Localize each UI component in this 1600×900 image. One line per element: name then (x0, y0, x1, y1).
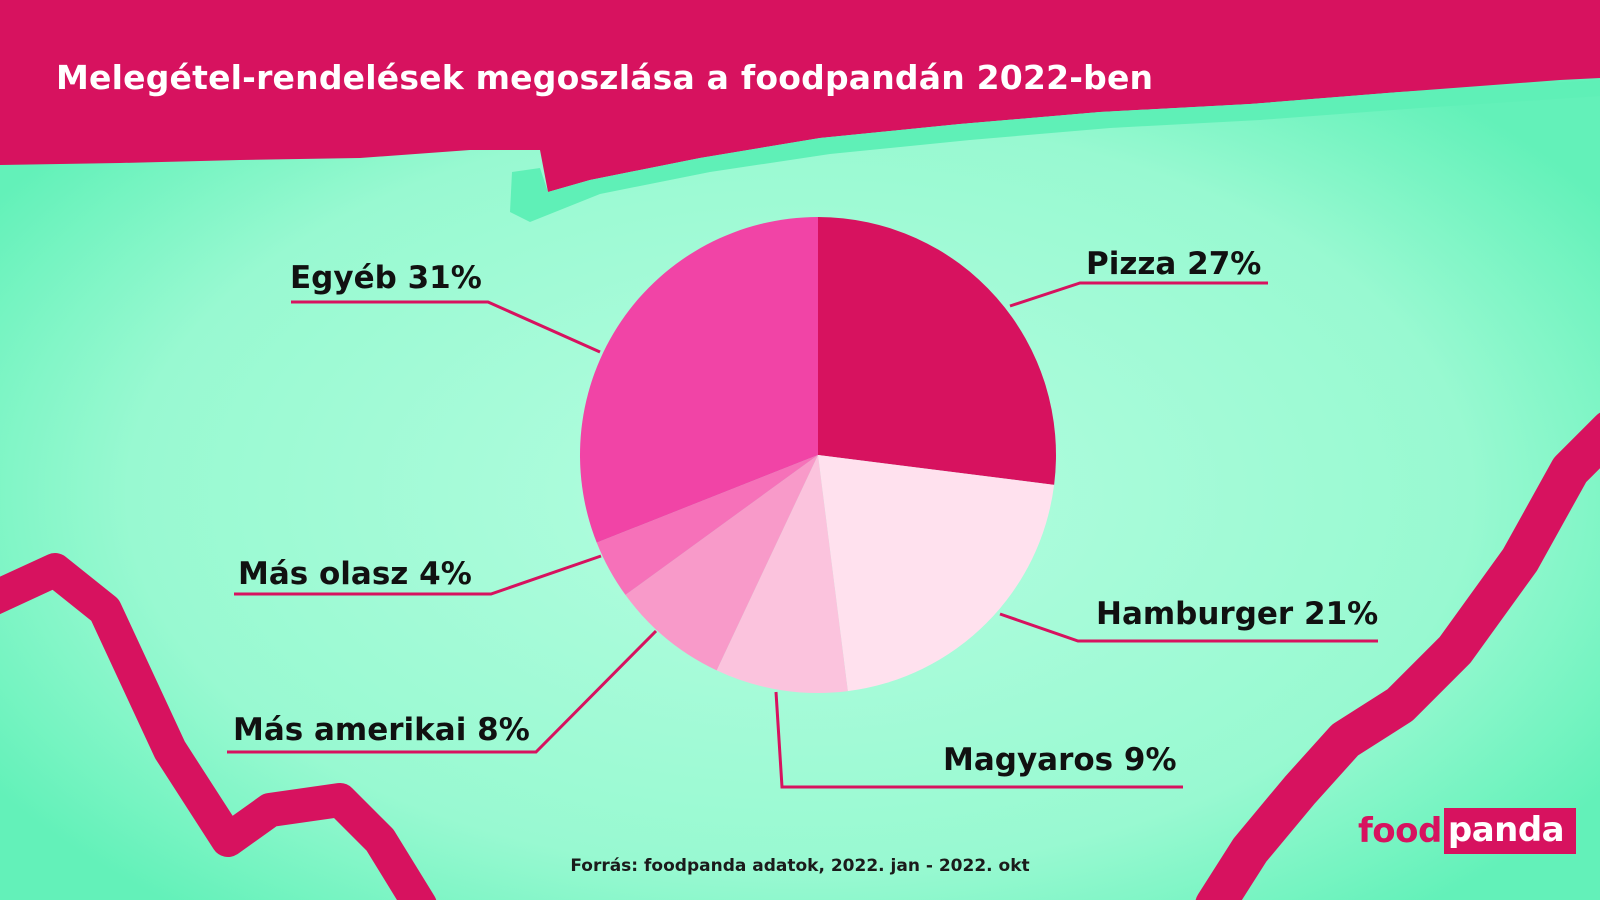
slice-labels: Pizza 27% Hamburger 21% Magyaros 9% Más ame… (233, 246, 1378, 778)
leader-line-1 (999, 612, 1378, 643)
page-title: Melegétel-rendelések megoszlása a foodpa… (56, 58, 1154, 97)
pie-slice-mas-amerikai (625, 455, 818, 671)
header-banner (0, 0, 1600, 192)
leader-line-2 (774, 691, 1183, 789)
slice-label-3: Más amerikai 8% (233, 712, 530, 748)
leader-line-0 (1009, 281, 1268, 308)
pie-slice-egyeb (579, 217, 818, 543)
slice-label-2: Magyaros 9% (943, 742, 1177, 778)
slice-label-1: Hamburger 21% (1096, 596, 1378, 632)
pie-slice-hamburger (818, 455, 1055, 692)
slice-label-5: Egyéb 31% (290, 260, 482, 296)
foodpanda-logo: food panda (1358, 808, 1577, 854)
leader-line-4 (234, 554, 602, 596)
pie-slice-magyaros (716, 455, 848, 693)
leader-line-3 (227, 629, 658, 754)
decor-stroke-left (0, 553, 437, 900)
decor-stroke-right (1195, 412, 1600, 900)
logo-panda-text: panda (1443, 808, 1577, 854)
pie-slice-mas-olasz (596, 455, 818, 595)
logo-food-text: food (1358, 811, 1442, 851)
slice-label-0: Pizza 27% (1086, 246, 1261, 282)
leader-line-5 (291, 300, 601, 354)
pie-chart (579, 217, 1056, 693)
pie-slice-pizza (818, 217, 1056, 485)
leader-lines (227, 281, 1378, 789)
slice-label-4: Más olasz 4% (238, 556, 472, 592)
source-note: Forrás: foodpanda adatok, 2022. jan - 20… (570, 856, 1030, 876)
header-banner-shadow (510, 80, 1600, 222)
